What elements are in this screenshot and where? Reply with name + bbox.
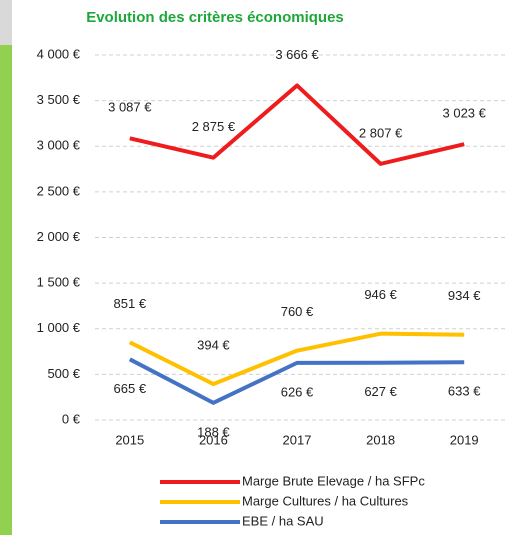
- data-label: 3 087 €: [108, 100, 152, 115]
- y-tick-label: 1 000 €: [37, 320, 81, 335]
- data-label: 626 €: [281, 384, 314, 399]
- data-label: 665 €: [114, 381, 147, 396]
- x-tick-label: 2018: [366, 432, 395, 447]
- chart-title: Evolution des critères économiques: [86, 9, 344, 26]
- line: [128, 357, 465, 405]
- y-tick-label: 2 000 €: [37, 229, 81, 244]
- legend-label: Marge Cultures / ha Cultures: [242, 493, 409, 508]
- data-label: 3 666 €: [275, 47, 319, 62]
- line: [129, 83, 465, 166]
- side-block: [0, 0, 12, 45]
- x-tick-label: 2015: [115, 432, 144, 447]
- legend-label: EBE / ha SAU: [242, 513, 324, 528]
- data-label: 851 €: [114, 296, 147, 311]
- x-tick-label: 2016: [199, 432, 228, 447]
- line: [128, 331, 465, 387]
- y-tick-label: 0 €: [62, 411, 81, 426]
- y-tick-label: 3 500 €: [37, 92, 81, 107]
- legend-label: Marge Brute Elevage / ha SFPc: [242, 473, 425, 488]
- y-tick-label: 1 500 €: [37, 275, 81, 290]
- data-label: 627 €: [364, 384, 397, 399]
- x-tick-label: 2019: [450, 432, 479, 447]
- data-label: 946 €: [364, 287, 397, 302]
- y-tick-label: 3 000 €: [37, 138, 81, 153]
- data-label: 934 €: [448, 288, 481, 303]
- data-label: 2 807 €: [359, 125, 403, 140]
- x-tick-label: 2017: [283, 432, 312, 447]
- data-label: 633 €: [448, 384, 481, 399]
- y-tick-label: 500 €: [47, 366, 80, 381]
- data-label: 760 €: [281, 304, 314, 319]
- y-tick-label: 4 000 €: [37, 46, 81, 61]
- y-tick-label: 2 500 €: [37, 183, 81, 198]
- data-label: 394 €: [197, 337, 230, 352]
- side-bar: [0, 45, 12, 535]
- data-label: 2 875 €: [192, 119, 236, 134]
- data-label: 188 €: [197, 424, 230, 439]
- data-label: 3 023 €: [443, 106, 487, 121]
